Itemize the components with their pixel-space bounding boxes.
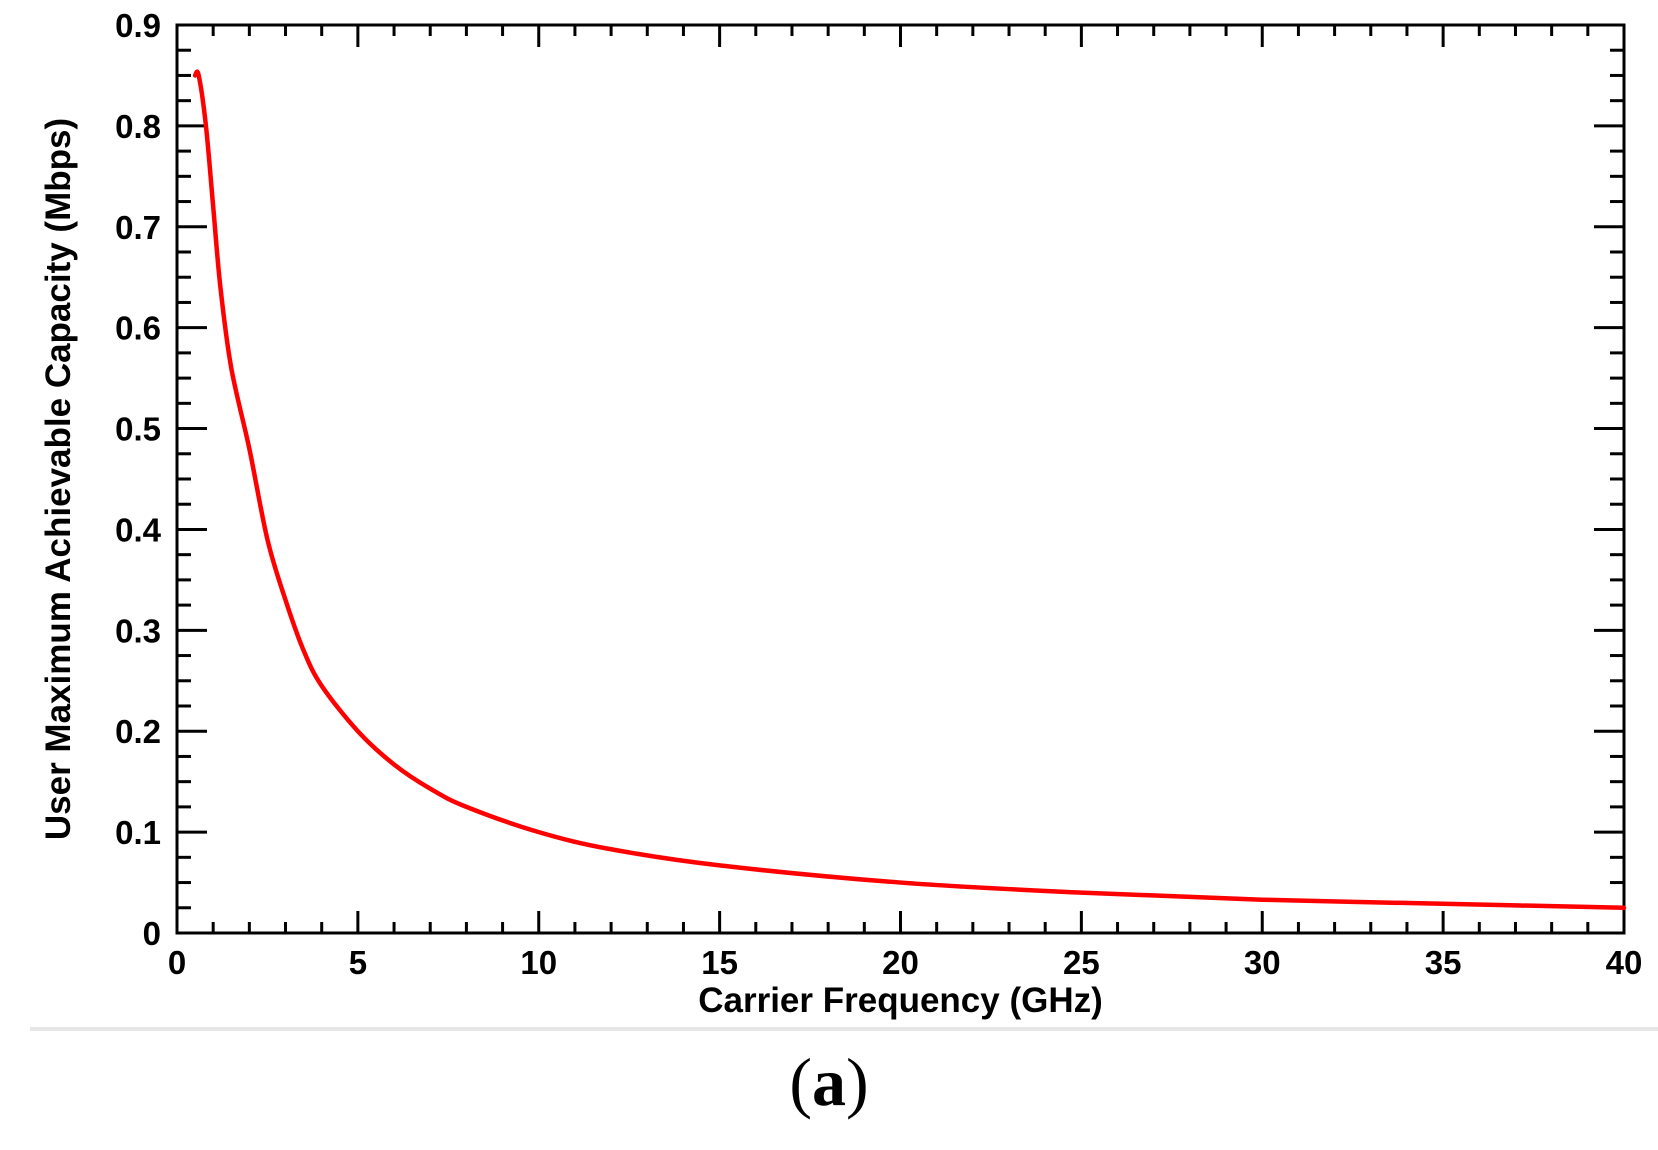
y-tick-label: 0.2: [115, 713, 161, 750]
y-tick-label: 0.3: [115, 612, 161, 649]
y-tick-label: 0.6: [115, 310, 161, 347]
panel-label-letter: a: [812, 1044, 846, 1120]
x-tick-label: 0: [168, 944, 186, 981]
x-tick-label: 15: [701, 944, 738, 981]
y-tick-label: 0.8: [115, 108, 161, 145]
capacity-series-line: [192, 69, 1627, 911]
panel-label-open: (: [789, 1044, 812, 1120]
y-tick-label: 0.5: [115, 411, 161, 448]
y-tick-label: 0.4: [115, 511, 162, 548]
x-tick-label: 10: [520, 944, 557, 981]
panel-label: (a): [0, 1048, 1658, 1116]
y-axis-title: User Maximum Achievable Capacity (Mbps): [39, 118, 78, 840]
x-tick-label: 30: [1244, 944, 1281, 981]
x-tick-label: 20: [882, 944, 919, 981]
x-tick-label: 40: [1606, 944, 1643, 981]
plot-frame: [175, 23, 1626, 935]
y-tick-label: 0.9: [115, 7, 161, 44]
x-axis-title: Carrier Frequency (GHz): [698, 981, 1103, 1020]
y-tick-label: 0.7: [115, 209, 161, 246]
x-tick-label: 25: [1063, 944, 1100, 981]
x-tick-label: 5: [349, 944, 367, 981]
y-tick-label: 0.1: [115, 814, 161, 851]
x-tick-label: 35: [1425, 944, 1462, 981]
y-tick-label: 0: [143, 915, 161, 952]
panel-label-close: ): [846, 1044, 869, 1120]
